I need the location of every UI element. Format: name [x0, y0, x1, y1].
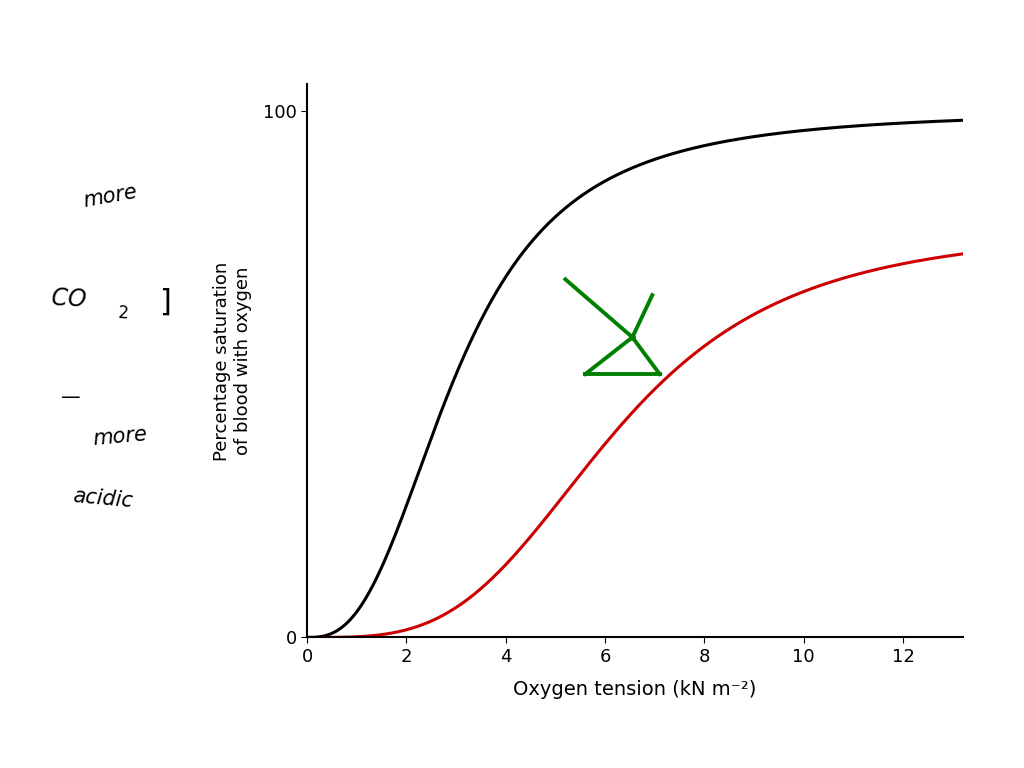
Text: CO: CO [51, 286, 87, 313]
Text: acidic: acidic [72, 485, 134, 511]
Text: ]: ] [159, 288, 171, 317]
Text: —: — [61, 388, 81, 407]
X-axis label: Oxygen tension (kN m⁻²): Oxygen tension (kN m⁻²) [513, 680, 757, 699]
Text: more: more [92, 425, 148, 449]
Text: more: more [82, 182, 139, 211]
Text: 2: 2 [118, 304, 129, 323]
Y-axis label: Percentage saturation
of blood with oxygen: Percentage saturation of blood with oxyg… [213, 261, 252, 461]
